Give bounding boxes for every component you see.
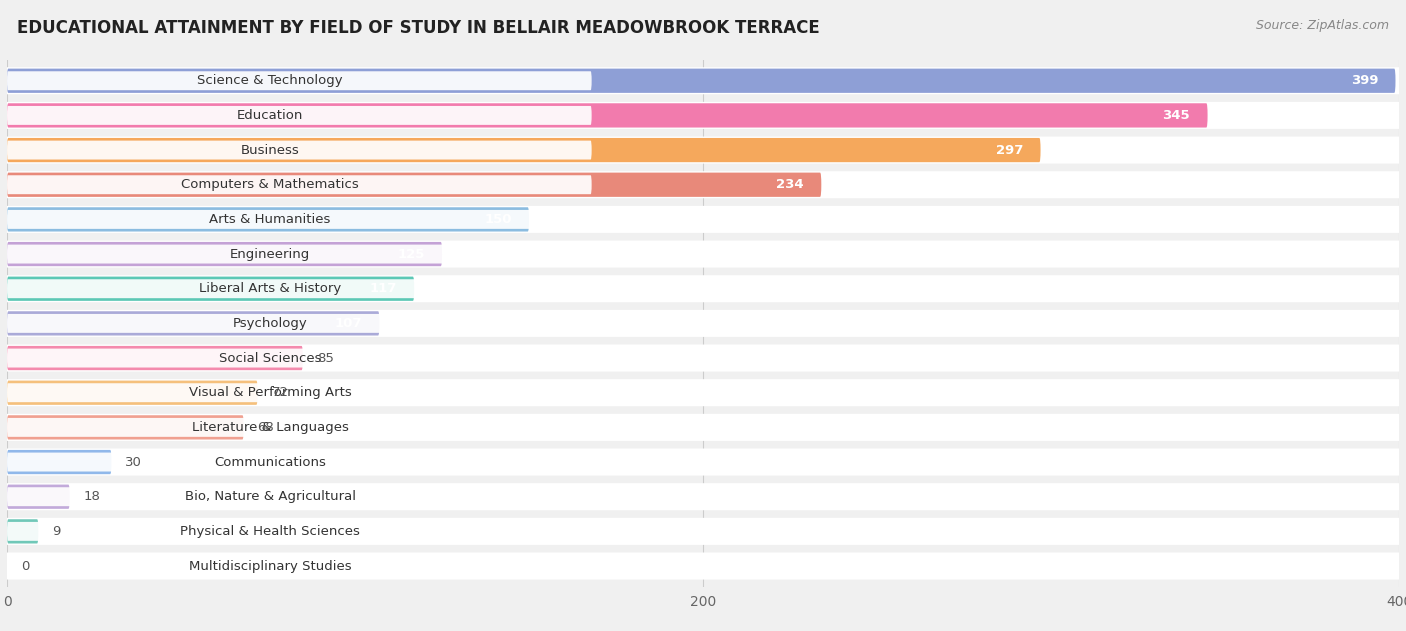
FancyBboxPatch shape bbox=[7, 141, 592, 160]
FancyBboxPatch shape bbox=[0, 310, 1406, 337]
FancyBboxPatch shape bbox=[7, 276, 415, 301]
FancyBboxPatch shape bbox=[7, 519, 38, 543]
FancyBboxPatch shape bbox=[0, 518, 1406, 545]
Text: 0: 0 bbox=[21, 560, 30, 572]
FancyBboxPatch shape bbox=[0, 275, 1406, 302]
FancyBboxPatch shape bbox=[7, 103, 1208, 127]
FancyBboxPatch shape bbox=[7, 173, 821, 197]
Text: 150: 150 bbox=[484, 213, 512, 226]
Text: 399: 399 bbox=[1351, 74, 1378, 87]
FancyBboxPatch shape bbox=[7, 314, 592, 333]
FancyBboxPatch shape bbox=[7, 71, 592, 90]
Text: Computers & Mathematics: Computers & Mathematics bbox=[181, 178, 359, 191]
FancyBboxPatch shape bbox=[0, 136, 1406, 163]
Text: Science & Technology: Science & Technology bbox=[197, 74, 343, 87]
Text: 18: 18 bbox=[83, 490, 100, 503]
Text: 72: 72 bbox=[271, 386, 288, 399]
FancyBboxPatch shape bbox=[7, 383, 592, 402]
Text: Bio, Nature & Agricultural: Bio, Nature & Agricultural bbox=[184, 490, 356, 503]
Text: 297: 297 bbox=[995, 144, 1024, 156]
Text: Business: Business bbox=[240, 144, 299, 156]
Text: 345: 345 bbox=[1163, 109, 1191, 122]
FancyBboxPatch shape bbox=[7, 106, 592, 125]
FancyBboxPatch shape bbox=[7, 245, 592, 264]
FancyBboxPatch shape bbox=[0, 345, 1406, 372]
Text: EDUCATIONAL ATTAINMENT BY FIELD OF STUDY IN BELLAIR MEADOWBROOK TERRACE: EDUCATIONAL ATTAINMENT BY FIELD OF STUDY… bbox=[17, 19, 820, 37]
FancyBboxPatch shape bbox=[0, 206, 1406, 233]
Text: Visual & Performing Arts: Visual & Performing Arts bbox=[188, 386, 352, 399]
FancyBboxPatch shape bbox=[7, 418, 592, 437]
Text: Communications: Communications bbox=[214, 456, 326, 469]
FancyBboxPatch shape bbox=[0, 379, 1406, 406]
FancyBboxPatch shape bbox=[0, 483, 1406, 510]
FancyBboxPatch shape bbox=[7, 380, 257, 405]
Text: Arts & Humanities: Arts & Humanities bbox=[209, 213, 330, 226]
FancyBboxPatch shape bbox=[7, 452, 592, 471]
FancyBboxPatch shape bbox=[0, 449, 1406, 476]
Text: 107: 107 bbox=[335, 317, 361, 330]
Text: 234: 234 bbox=[776, 178, 804, 191]
FancyBboxPatch shape bbox=[7, 280, 592, 298]
Text: 9: 9 bbox=[52, 525, 60, 538]
FancyBboxPatch shape bbox=[7, 450, 111, 474]
FancyBboxPatch shape bbox=[0, 240, 1406, 268]
Text: 85: 85 bbox=[316, 351, 333, 365]
FancyBboxPatch shape bbox=[7, 207, 529, 232]
FancyBboxPatch shape bbox=[7, 485, 70, 509]
Text: Education: Education bbox=[238, 109, 304, 122]
FancyBboxPatch shape bbox=[7, 346, 302, 370]
FancyBboxPatch shape bbox=[7, 557, 592, 575]
FancyBboxPatch shape bbox=[7, 522, 592, 541]
FancyBboxPatch shape bbox=[7, 210, 592, 229]
FancyBboxPatch shape bbox=[0, 171, 1406, 198]
Text: Engineering: Engineering bbox=[231, 247, 311, 261]
Text: Source: ZipAtlas.com: Source: ZipAtlas.com bbox=[1256, 19, 1389, 32]
Text: 125: 125 bbox=[398, 247, 425, 261]
Text: Psychology: Psychology bbox=[233, 317, 308, 330]
FancyBboxPatch shape bbox=[0, 68, 1406, 94]
Text: Social Sciences: Social Sciences bbox=[219, 351, 322, 365]
Text: Physical & Health Sciences: Physical & Health Sciences bbox=[180, 525, 360, 538]
FancyBboxPatch shape bbox=[7, 348, 592, 367]
FancyBboxPatch shape bbox=[7, 311, 380, 336]
FancyBboxPatch shape bbox=[0, 553, 1406, 579]
Text: Literature & Languages: Literature & Languages bbox=[191, 421, 349, 434]
Text: Multidisciplinary Studies: Multidisciplinary Studies bbox=[188, 560, 352, 572]
FancyBboxPatch shape bbox=[7, 69, 1396, 93]
FancyBboxPatch shape bbox=[0, 414, 1406, 441]
FancyBboxPatch shape bbox=[7, 242, 441, 266]
Text: Liberal Arts & History: Liberal Arts & History bbox=[200, 282, 342, 295]
Text: 68: 68 bbox=[257, 421, 274, 434]
Text: 30: 30 bbox=[125, 456, 142, 469]
FancyBboxPatch shape bbox=[0, 102, 1406, 129]
FancyBboxPatch shape bbox=[7, 415, 243, 440]
FancyBboxPatch shape bbox=[7, 487, 592, 506]
Text: 117: 117 bbox=[370, 282, 396, 295]
FancyBboxPatch shape bbox=[7, 175, 592, 194]
FancyBboxPatch shape bbox=[7, 138, 1040, 162]
